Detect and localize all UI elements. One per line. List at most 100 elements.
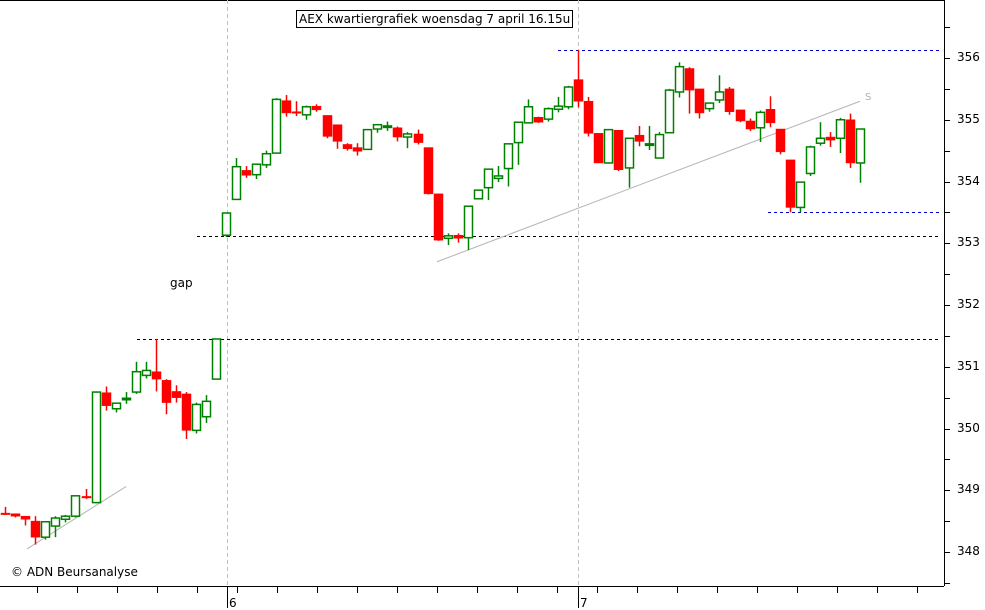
candle-up <box>131 361 142 394</box>
candle-up <box>513 121 524 165</box>
candle-up <box>121 392 132 404</box>
x-tick-label-day: 7 <box>580 596 588 610</box>
candle-down <box>634 125 645 147</box>
candle-down <box>423 147 434 195</box>
candle-up <box>191 402 202 434</box>
candle-down <box>30 516 41 545</box>
candle-down <box>433 193 444 241</box>
candle-up <box>805 145 816 176</box>
x-axis-ticks <box>37 586 918 608</box>
candle-down <box>735 109 746 123</box>
candle-up <box>855 128 866 183</box>
candle-up <box>624 137 635 188</box>
candle-down <box>785 159 796 213</box>
candle-up <box>221 212 232 238</box>
candle-up <box>553 96 564 113</box>
candle-up <box>603 128 614 164</box>
candle-up <box>654 132 665 159</box>
y-tick-label: 348 <box>957 544 980 558</box>
candle-down <box>0 506 11 515</box>
candle-up <box>301 105 312 120</box>
chart-frame <box>0 0 945 587</box>
x-tick-label-day: 6 <box>229 596 237 610</box>
candle-up <box>835 117 846 154</box>
candle-up <box>271 98 282 154</box>
trendline <box>26 486 127 550</box>
candle-up <box>755 110 766 142</box>
candle-up <box>815 122 826 146</box>
candle-up <box>674 62 685 98</box>
candle-up <box>251 163 262 180</box>
y-axis-ticks <box>944 27 950 584</box>
candle-down <box>241 166 252 178</box>
candle-down <box>825 132 836 147</box>
y-tick-label: 352 <box>957 297 980 311</box>
candle-down <box>724 87 735 115</box>
y-tick-label: 355 <box>957 111 980 126</box>
candle-down <box>311 104 322 112</box>
candle-up <box>644 125 655 151</box>
candle-down <box>161 379 172 415</box>
candle-up <box>664 88 675 134</box>
candle-up <box>493 166 504 183</box>
candle-up <box>402 132 413 149</box>
candles <box>0 49 866 545</box>
candle-up <box>201 395 212 423</box>
candle-up <box>563 85 574 110</box>
candle-up <box>714 75 725 104</box>
support-resistance-lines <box>137 50 940 340</box>
candle-down <box>453 233 464 243</box>
candle-up <box>523 99 534 124</box>
candle-up <box>483 168 494 201</box>
candle-up <box>111 402 122 413</box>
y-tick-label: 349 <box>957 482 980 497</box>
candle-down <box>745 118 756 131</box>
copyright-label: © ADN Beursanalyse <box>11 565 138 579</box>
candle-up <box>60 514 71 523</box>
candle-down <box>332 124 343 149</box>
candle-down <box>613 129 624 172</box>
candle-up <box>70 495 81 518</box>
candle-down <box>413 129 424 145</box>
candle-up <box>463 205 474 251</box>
candle-up <box>40 520 51 540</box>
candle-up <box>141 361 152 379</box>
candle-up <box>231 158 242 201</box>
candle-up <box>704 102 715 112</box>
y-tick-label: 353 <box>957 235 980 250</box>
candle-up <box>261 150 272 168</box>
candle-down <box>20 515 31 526</box>
trendlines <box>26 100 861 550</box>
candle-down <box>352 143 363 156</box>
candle-up <box>473 189 484 200</box>
candle-down <box>181 392 192 439</box>
candle-up <box>91 391 102 504</box>
candle-down <box>291 101 302 117</box>
candle-down <box>392 126 403 142</box>
candle-down <box>583 96 594 137</box>
candle-down <box>151 338 162 392</box>
candle-up <box>543 107 554 122</box>
candle-down <box>101 386 112 411</box>
candle-down <box>765 96 776 128</box>
candle-down <box>171 385 182 403</box>
candle-down <box>281 95 292 117</box>
chart-title: AEX kwartiergrafiek woensdag 7 april 16.… <box>296 10 574 28</box>
trendline-label: S <box>865 92 872 103</box>
candle-down <box>775 128 786 155</box>
candle-up <box>382 121 393 131</box>
day-separators <box>227 0 579 586</box>
candle-up <box>443 233 454 246</box>
candle-up <box>211 338 222 380</box>
candle-up <box>795 181 806 213</box>
candle-down <box>684 67 695 114</box>
candle-down <box>342 143 353 151</box>
y-tick-label: 356 <box>957 50 980 64</box>
trendline <box>436 100 861 263</box>
candle-down <box>694 88 705 119</box>
candle-down <box>845 113 856 168</box>
y-tick-label: 354 <box>957 173 980 188</box>
candle-down <box>533 116 544 123</box>
y-tick-label: 351 <box>957 358 980 373</box>
y-tick-label: 350 <box>957 420 980 435</box>
